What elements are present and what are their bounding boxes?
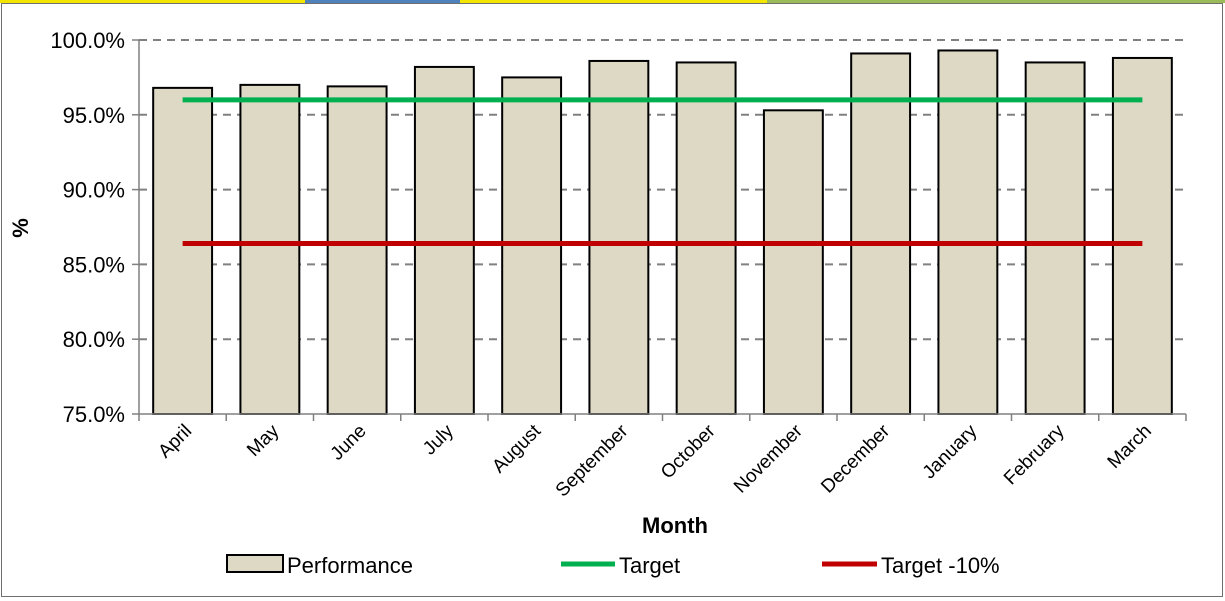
y-tick-label: 100.0%	[50, 28, 125, 53]
top-strip-yellow	[0, 0, 305, 3]
y-tick-label: 95.0%	[63, 103, 125, 128]
axes	[138, 40, 1187, 421]
y-axis-title: %	[8, 218, 33, 238]
performance-chart: 75.0% 80.0% 85.0% 90.0% 95.0% 100.0% April May…	[8, 28, 1187, 578]
y-tick-label: 80.0%	[63, 327, 125, 352]
legend-label-target-minus-10: Target -10%	[881, 553, 1000, 578]
y-tick-label: 90.0%	[63, 178, 125, 203]
gridlines	[132, 39, 1186, 415]
x-tick-label: December	[817, 420, 894, 497]
x-tick-label: March	[1104, 421, 1156, 473]
x-tick-labels: April May June July August September October No…	[154, 420, 1155, 501]
bar-july	[413, 65, 475, 415]
bar-october	[675, 61, 737, 415]
x-tick-label: September	[552, 420, 633, 501]
bar-may	[239, 83, 301, 415]
top-strip-blue	[305, 0, 460, 3]
x-tick-label: April	[154, 421, 196, 463]
bar-december	[850, 52, 912, 416]
x-tick-label: June	[327, 421, 371, 465]
x-tick-label: July	[419, 420, 458, 459]
bar-february	[1024, 61, 1086, 415]
legend-label-performance: Performance	[287, 553, 413, 578]
target-lines	[182, 97, 1143, 246]
performance-bars	[152, 49, 1173, 416]
y-tick-label: 75.0%	[63, 402, 125, 427]
x-tick-label: October	[657, 420, 720, 483]
bar-november	[762, 109, 824, 415]
x-tick-label: February	[1000, 420, 1069, 489]
chart-frame: 75.0% 80.0% 85.0% 90.0% 95.0% 100.0% April May…	[1, 3, 1223, 597]
bar-april	[152, 86, 214, 415]
x-tick-label: November	[730, 420, 807, 497]
top-strip-yellow-2	[460, 0, 767, 3]
bar-january	[937, 49, 999, 416]
x-tick-label: January	[919, 420, 982, 483]
legend: Performance Target Target -10%	[226, 553, 1000, 578]
x-tick-label: May	[243, 420, 284, 461]
top-strip-green	[767, 0, 1225, 3]
bar-march	[1111, 56, 1173, 416]
legend-swatch-performance	[226, 554, 284, 573]
x-tick-label: August	[488, 420, 545, 477]
y-tick-labels: 75.0% 80.0% 85.0% 90.0% 95.0% 100.0%	[50, 28, 125, 427]
bar-september	[588, 59, 650, 415]
y-tick-label: 85.0%	[63, 252, 125, 277]
x-axis-title: Month	[642, 513, 708, 538]
legend-label-target: Target	[619, 553, 680, 578]
bar-june	[326, 85, 388, 415]
